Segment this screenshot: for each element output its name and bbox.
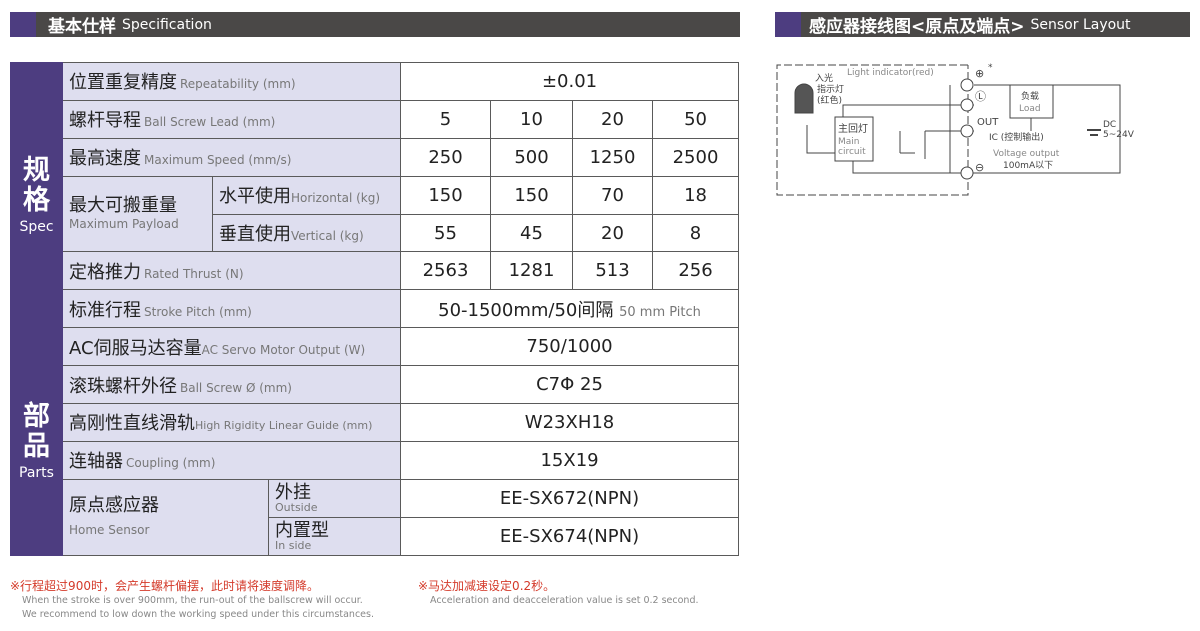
label-home-sensor: 原点感应器 Home Sensor xyxy=(62,478,269,556)
spec-header: 基本仕样 Specification xyxy=(10,12,740,37)
sensor-wiring-diagram: Light indicator(red) 入光 指示灯 (红色) 主回灯 Mai… xyxy=(776,63,1135,196)
value-cell: 256 xyxy=(651,251,740,291)
label-horizontal: 水平使用Horizontal (kg) xyxy=(212,175,401,215)
value-cell: 55 xyxy=(400,213,491,253)
label: 5~24V xyxy=(1103,130,1135,140)
value-cell: 250 xyxy=(400,137,491,177)
table-row: 部品 Parts AC伺服马达容量AC Servo Motor Output (W… xyxy=(10,327,740,556)
value-cell: 150 xyxy=(400,175,491,215)
value-cell: 150 xyxy=(490,175,573,215)
label: DC xyxy=(1103,120,1116,130)
label: IC (控制输出) xyxy=(989,131,1044,143)
value-cell: 20 xyxy=(572,99,653,139)
label: Load xyxy=(1019,104,1041,114)
value-cell: 500 xyxy=(490,137,573,177)
value-cell: 2500 xyxy=(651,137,740,177)
table-row: 原点感应器 Home Sensor 外挂 Outside EE-SX672(NPN) xyxy=(11,478,740,556)
label-motor: AC伺服马达容量AC Servo Motor Output (W) xyxy=(62,327,401,367)
group-spec: 规格 Spec xyxy=(10,61,63,329)
group-parts: 部品 Parts xyxy=(10,327,63,556)
value-cell: 45 xyxy=(490,213,573,253)
table-row: 内置型 In side EE-SX674(NPN) xyxy=(11,516,740,556)
battery-icon xyxy=(1087,129,1101,136)
value-inside: EE-SX674(NPN) xyxy=(399,516,740,556)
label: Main xyxy=(838,137,860,147)
terminal xyxy=(960,98,974,112)
header-accent xyxy=(10,12,36,37)
table-row: 标准行程 Stroke Pitch (mm) 50-1500mm/50间隔 50 … xyxy=(11,289,740,329)
table-row: 高刚性直线滑轨High Rigidity Linear Guide (mm) W… xyxy=(11,403,740,442)
label: Ⓛ xyxy=(975,90,986,103)
sensor-housing xyxy=(776,64,969,196)
spec-table: 规格 Spec 位置重复精度 Repeatability (mm) ±0.01 螺杆… xyxy=(10,61,740,556)
label-vertical: 垂直使用Vertical (kg) xyxy=(212,213,401,253)
label-stroke: 标准行程 Stroke Pitch (mm) xyxy=(62,289,401,329)
label: OUT xyxy=(977,117,999,128)
note-accel: ※马达加减速设定0.2秒。 Acceleration and deacceler… xyxy=(418,579,699,606)
value-guide: W23XH18 xyxy=(399,403,740,442)
value-outside: EE-SX672(NPN) xyxy=(399,478,740,518)
value-stroke: 50-1500mm/50间隔 50 mm Pitch xyxy=(399,289,740,329)
value-cell: 18 xyxy=(651,175,740,215)
table-row: 定格推力 Rated Thrust (N) 2563 1281 513 256 xyxy=(11,251,740,291)
main-circuit-box xyxy=(834,116,874,162)
value-screw: C7Φ 25 xyxy=(399,365,740,405)
header-accent xyxy=(775,12,801,37)
label-repeatability: 位置重复精度 Repeatability (mm) xyxy=(62,62,401,101)
label: 主回灯 xyxy=(838,123,868,135)
sensor-header: 感应器接线图<原点及端点> Sensor Layout xyxy=(775,12,1190,37)
label: 负载 xyxy=(1021,90,1039,102)
value-cell: 50 xyxy=(651,99,740,139)
value-coupling: 15X19 xyxy=(399,440,740,480)
label-guide: 高刚性直线滑轨High Rigidity Linear Guide (mm) xyxy=(62,403,401,442)
label: ⊖ xyxy=(975,161,984,174)
label-payload: 最大可搬重量 Maximum Payload xyxy=(62,175,213,253)
value-cell: 20 xyxy=(572,213,653,253)
label: 入光 xyxy=(815,72,833,84)
spec-title-en: Specification xyxy=(122,16,212,33)
label: (红色) xyxy=(817,94,842,106)
label: 100mA以下 xyxy=(1003,161,1053,171)
value-cell: 10 xyxy=(490,99,573,139)
label-lead: 螺杆导程 Ball Screw Lead (mm) xyxy=(62,99,401,139)
label: ⊕ xyxy=(975,67,984,80)
table-row: 滚珠螺杆外径 Ball Screw Ø (mm) C7Φ 25 xyxy=(11,365,740,405)
label-coupling: 连轴器 Coupling (mm) xyxy=(62,440,401,480)
table-row: 螺杆导程 Ball Screw Lead (mm) 5 10 20 50 xyxy=(11,99,740,139)
table-row: 垂直使用Vertical (kg) 55 45 20 8 xyxy=(11,213,740,253)
sensor-title-zh: 感应器接线图<原点及端点> xyxy=(809,17,1025,37)
value-cell: 2563 xyxy=(400,251,491,291)
value-cell: 513 xyxy=(572,251,653,291)
note-stroke: ※行程超过900时，会产生螺杆偏摆，此时请将速度调降。 When the str… xyxy=(10,579,374,620)
label: 指示灯 xyxy=(817,83,844,95)
label-inside: 内置型 In side xyxy=(268,516,401,556)
label-screw: 滚珠螺杆外径 Ball Screw Ø (mm) xyxy=(62,365,401,405)
value-cell: 70 xyxy=(572,175,653,215)
value-motor: 750/1000 xyxy=(399,327,740,367)
value-cell: 1281 xyxy=(490,251,573,291)
label: circuit xyxy=(838,147,866,157)
label-outside: 外挂 Outside xyxy=(268,478,401,518)
spec-title-zh: 基本仕样 xyxy=(48,17,116,37)
terminal xyxy=(960,166,974,180)
label: Light indicator(red) xyxy=(847,68,934,78)
wiring xyxy=(842,84,1121,174)
label: * xyxy=(988,63,993,73)
value-cell: 1250 xyxy=(572,137,653,177)
wiring xyxy=(806,125,915,154)
sensor-title-en: Sensor Layout xyxy=(1030,16,1131,33)
terminal xyxy=(960,78,974,92)
table-row: 最高速度 Maximum Speed (mm/s) 250 500 1250 2500 xyxy=(11,137,740,177)
value-cell: 8 xyxy=(651,213,740,253)
table-row: 规格 Spec 位置重复精度 Repeatability (mm) ±0.01 xyxy=(10,61,740,329)
terminal xyxy=(960,124,974,138)
label-speed: 最高速度 Maximum Speed (mm/s) xyxy=(62,137,401,177)
table-row: 最大可搬重量 Maximum Payload 水平使用Horizontal (kg… xyxy=(11,175,740,253)
label: Voltage output xyxy=(993,149,1060,159)
value-cell: 5 xyxy=(400,99,491,139)
led-icon xyxy=(794,83,814,114)
table-row: 连轴器 Coupling (mm) 15X19 xyxy=(11,440,740,480)
label-thrust: 定格推力 Rated Thrust (N) xyxy=(62,251,401,291)
value-repeatability: ±0.01 xyxy=(399,62,740,101)
